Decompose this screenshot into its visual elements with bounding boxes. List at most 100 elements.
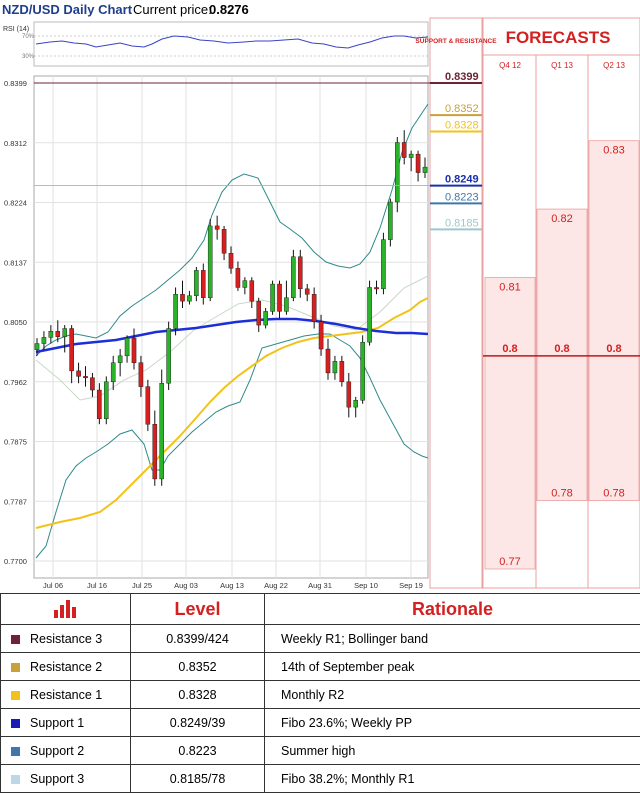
rsi-label: RSI (14) <box>3 26 29 33</box>
candle <box>194 267 198 301</box>
color-swatch <box>11 635 20 644</box>
row-name: Resistance 2 <box>1 653 131 681</box>
color-swatch <box>11 663 20 672</box>
candle <box>187 291 191 305</box>
forecast-mid-value: 0.8 <box>606 343 621 355</box>
color-swatch <box>11 691 20 700</box>
level-value: 0.8249 <box>445 174 479 186</box>
candle <box>118 349 122 376</box>
row-name: Resistance 1 <box>1 681 131 709</box>
table-header-icon-cell <box>1 594 131 625</box>
candle <box>277 281 281 319</box>
forecast-low-box <box>589 356 639 501</box>
row-level: 0.8249/39 <box>131 709 265 737</box>
x-tick-label: Aug 13 <box>220 581 244 590</box>
candle <box>215 216 219 240</box>
x-tick-label: Jul 16 <box>87 581 107 590</box>
level-value: 0.8185 <box>445 217 479 229</box>
candle <box>243 277 247 294</box>
row-name: Support 2 <box>1 737 131 765</box>
x-tick-label: Sep 19 <box>399 581 423 590</box>
color-swatch <box>11 747 20 756</box>
candle <box>354 397 358 418</box>
candle <box>333 356 337 380</box>
candle <box>173 287 177 335</box>
chart-title: NZD/USD Daily Chart <box>2 2 133 17</box>
forecast-low-value: 0.78 <box>603 488 624 500</box>
forecast-low-box <box>537 356 587 501</box>
row-rationale: Fibo 38.2%; Monthly R1 <box>265 765 640 793</box>
row-level: 0.8223 <box>131 737 265 765</box>
rsi-level-30: 30% <box>22 54 35 60</box>
table-header-level: Level <box>131 594 265 625</box>
candle <box>222 226 226 260</box>
y-tick-label: 0.8312 <box>4 139 27 148</box>
row-name-text: Support 2 <box>30 744 84 758</box>
y-tick-label: 0.8399 <box>4 79 27 88</box>
forecast-column-label: Q4 12 <box>499 61 521 70</box>
candle <box>201 264 205 305</box>
forecasts-title: FORECASTS <box>506 28 611 47</box>
candle <box>305 284 309 301</box>
x-tick-label: Jul 06 <box>43 581 63 590</box>
row-name: Resistance 3 <box>1 625 131 653</box>
support-resistance-header: SUPPORT & RESISTANCE <box>415 38 497 45</box>
level-value: 0.8223 <box>445 191 479 203</box>
x-tick-label: Jul 25 <box>132 581 152 590</box>
row-rationale: Weekly R1; Bollinger band <box>265 625 640 653</box>
x-tick-label: Aug 03 <box>174 581 198 590</box>
candle <box>264 308 268 329</box>
candle <box>270 281 274 315</box>
row-name: Support 3 <box>1 765 131 793</box>
x-axis-labels: Jul 06 Jul 16 Jul 25 Aug 03 Aug 13 Aug 22 Aug … <box>43 581 423 590</box>
candle <box>63 325 67 352</box>
candle <box>381 233 385 295</box>
candle <box>76 363 80 384</box>
candle <box>153 411 157 486</box>
forecast-low-box <box>485 356 535 569</box>
candle <box>146 380 150 431</box>
candle <box>367 281 371 346</box>
forecast-mid-value: 0.8 <box>554 343 569 355</box>
candle <box>374 281 378 295</box>
table-header-row: Level Rationale <box>1 594 640 625</box>
rsi-panel <box>34 22 428 66</box>
candle <box>326 339 330 380</box>
price-value: 0.8276 <box>209 2 249 17</box>
level-marker: 0.8399 <box>34 71 482 83</box>
candle <box>416 151 420 182</box>
y-tick-label: 0.8050 <box>4 318 27 327</box>
row-name-text: Support 1 <box>30 716 84 730</box>
candle <box>298 250 302 298</box>
row-rationale: Monthly R2 <box>265 681 640 709</box>
candle <box>167 322 171 390</box>
y-tick-label: 0.7700 <box>4 557 27 566</box>
candle <box>160 370 164 486</box>
candle <box>97 383 101 424</box>
candle <box>70 325 74 383</box>
level-value: 0.8352 <box>445 103 479 115</box>
y-tick-label: 0.7875 <box>4 438 27 447</box>
color-swatch <box>11 719 20 728</box>
x-tick-label: Aug 31 <box>308 581 332 590</box>
row-rationale: Summer high <box>265 737 640 765</box>
candle <box>125 335 129 362</box>
rsi-level-70: 70% <box>22 34 35 40</box>
forecast-column: Q2 130.830.80.78 <box>588 55 639 588</box>
candle <box>423 158 427 179</box>
x-tick-label: Aug 22 <box>264 581 288 590</box>
chart-canvas: NZD/USD Daily Chart Current price: 0.827… <box>0 0 640 593</box>
row-level: 0.8352 <box>131 653 265 681</box>
candle <box>388 199 392 247</box>
forecast-high-value: 0.83 <box>603 145 624 157</box>
candle <box>340 356 344 387</box>
row-level: 0.8328 <box>131 681 265 709</box>
x-tick-label: Sep 10 <box>354 581 378 590</box>
row-name-text: Resistance 2 <box>30 660 102 674</box>
